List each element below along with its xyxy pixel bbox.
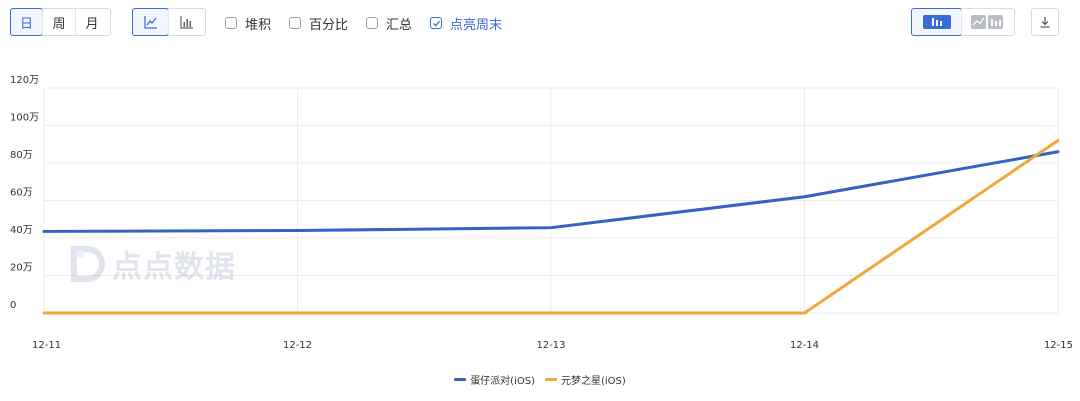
summary-label: 汇总 [386,17,413,33]
y-tick-label: 80万 [10,150,33,161]
x-tick-label: 12-11 [32,340,61,351]
checkmark-icon [432,20,440,27]
chart-legend: 蛋仔派对(iOS) 元梦之星(iOS) [0,372,1080,387]
view-mode-selector [911,8,1015,36]
x-tick-label: 12-13 [536,340,565,351]
download-icon [1040,17,1050,28]
legend-swatch-series-1 [454,378,467,381]
download-button[interactable] [1031,8,1059,36]
series-line-1 [42,150,1060,233]
chart-type-selector [132,8,206,36]
y-tick-label: 120万 [10,75,39,86]
summary-checkbox[interactable] [366,17,378,29]
highlight-weekend-label: 点亮周末 [450,17,503,33]
percentage-checkbox[interactable] [289,17,301,29]
bar-chart-button[interactable] [168,9,205,35]
period-week-button[interactable]: 周 [42,9,75,35]
y-tick-label: 20万 [10,263,33,274]
stack-checkbox[interactable] [225,17,237,29]
y-tick-label: 60万 [10,188,33,199]
period-selector: 日 周 月 [10,8,111,36]
chart-toolbar: 日 周 月 堆积 百分比 汇总 [0,0,1080,48]
single-chart-view-button[interactable] [911,8,962,36]
series-line-2 [42,139,1060,315]
stack-label: 堆积 [245,17,272,33]
split-chart-view-icon [971,15,1003,29]
single-chart-view-icon [922,15,951,29]
y-tick-label: 40万 [10,225,33,236]
x-tick-label: 12-12 [283,340,312,351]
stack-option[interactable]: 堆积 [225,14,272,33]
legend-item-series-2[interactable]: 元梦之星(iOS) [545,372,626,387]
line-chart-icon [143,16,157,29]
period-day-button[interactable]: 日 [10,8,43,36]
line-chart: 0 20万 40万 60万 80万 100万 120万 12-11 12-12 12-13 12-1… [10,75,1073,351]
y-tick-label: 0 [10,300,16,311]
bar-chart-icon [180,16,193,29]
y-tick-label: 100万 [10,113,39,124]
summary-option[interactable]: 汇总 [366,14,413,33]
period-month-button[interactable]: 月 [75,9,108,35]
legend-label-series-1: 蛋仔派对(iOS) [470,376,535,387]
legend-label-series-2: 元梦之星(iOS) [561,376,626,387]
highlight-weekend-option[interactable]: 点亮周末 [430,14,503,33]
line-chart-button[interactable] [132,8,169,36]
split-chart-view-button[interactable] [961,9,1012,35]
percentage-option[interactable]: 百分比 [289,14,349,33]
x-tick-label: 12-14 [790,340,819,351]
x-tick-label: 12-15 [1044,340,1073,351]
chart-area: 0 20万 40万 60万 80万 100万 120万 12-11 12-12 12-13 12-1… [0,60,1080,360]
legend-item-series-1[interactable]: 蛋仔派对(iOS) [454,372,535,387]
legend-swatch-series-2 [545,378,557,381]
percentage-label: 百分比 [309,17,349,33]
highlight-weekend-checkbox[interactable] [430,17,442,29]
